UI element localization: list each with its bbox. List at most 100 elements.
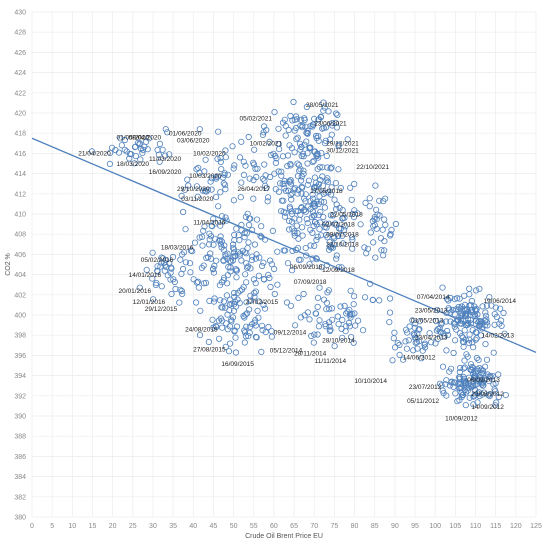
data-point — [156, 140, 163, 147]
data-point — [322, 323, 329, 330]
data-point — [370, 239, 377, 246]
data-point — [308, 332, 315, 340]
data-point — [167, 276, 174, 283]
data-point — [376, 297, 383, 304]
data-point — [300, 153, 307, 160]
data-point — [288, 267, 296, 274]
x-tick-label: 75 — [331, 523, 339, 530]
y-tick-label: 398 — [14, 333, 26, 340]
data-point — [450, 349, 457, 357]
data-point — [328, 164, 335, 171]
data-point — [224, 171, 231, 178]
data-point — [447, 309, 454, 316]
data-point — [334, 111, 341, 119]
data-point — [208, 175, 215, 182]
data-point — [327, 165, 334, 172]
data-point — [187, 269, 194, 276]
data-point — [470, 393, 477, 400]
data-point — [314, 294, 322, 301]
data-point — [167, 269, 174, 276]
data-point — [136, 284, 143, 291]
data-point — [350, 301, 357, 308]
data-point — [304, 220, 311, 227]
data-point — [213, 257, 220, 264]
data-point — [284, 163, 291, 170]
data-point — [403, 345, 410, 352]
data-point — [272, 159, 279, 166]
data-point — [306, 260, 313, 268]
point-annotation: 30/12/2021 — [326, 148, 359, 155]
data-point — [219, 317, 226, 324]
data-point — [443, 347, 450, 354]
data-point — [326, 305, 333, 313]
data-point — [501, 330, 508, 337]
data-point — [317, 114, 324, 121]
point-annotation: 06/09/2018 — [290, 264, 323, 271]
y-tick-label: 428 — [14, 30, 26, 37]
y-tick-label: 396 — [14, 353, 26, 360]
data-point — [166, 151, 173, 158]
data-point — [327, 244, 334, 251]
data-point — [333, 255, 340, 262]
data-point — [200, 280, 208, 287]
data-point — [251, 293, 258, 300]
point-annotation: 28/11/2014 — [294, 351, 326, 358]
data-point — [236, 154, 244, 161]
data-point — [252, 322, 259, 329]
data-point — [439, 284, 446, 291]
data-point — [230, 197, 237, 204]
data-point — [240, 158, 247, 165]
point-annotation: 28/10/2014 — [322, 338, 355, 345]
data-point — [347, 333, 355, 341]
data-point — [315, 137, 322, 144]
point-annotation: 05/11/2012 — [407, 398, 439, 405]
data-point — [222, 186, 229, 193]
data-point — [185, 182, 192, 189]
point-annotation: 05/02/2016 — [141, 257, 174, 264]
data-point — [371, 216, 378, 223]
data-point — [310, 339, 317, 346]
data-point — [258, 348, 265, 355]
data-point — [310, 222, 317, 230]
data-point — [250, 161, 258, 168]
data-point — [394, 339, 401, 347]
data-point — [302, 245, 309, 252]
y-tick-label: 410 — [14, 212, 26, 219]
data-point — [267, 283, 274, 291]
data-point — [372, 254, 379, 261]
data-point — [457, 309, 464, 316]
data-point — [317, 176, 324, 184]
data-point — [462, 310, 469, 317]
data-point — [316, 226, 323, 233]
data-point — [243, 299, 250, 306]
x-tick-label: 70 — [310, 523, 318, 530]
data-point — [259, 175, 266, 182]
data-point — [453, 295, 461, 302]
point-annotation: 09/12/2014 — [274, 329, 307, 336]
data-point — [231, 237, 238, 244]
y-tick-label: 400 — [14, 313, 26, 320]
data-point — [212, 322, 219, 330]
data-point — [500, 309, 507, 317]
data-point — [468, 297, 475, 305]
data-point — [301, 312, 308, 319]
data-point — [245, 263, 252, 270]
data-point — [266, 274, 273, 282]
y-tick-label: 402 — [14, 292, 26, 299]
data-point — [205, 338, 212, 346]
data-point — [228, 300, 235, 307]
data-point — [339, 240, 347, 247]
gridlines — [31, 11, 537, 518]
data-point — [249, 253, 256, 260]
data-point — [199, 242, 206, 249]
data-point — [486, 391, 493, 398]
data-point — [483, 316, 490, 323]
data-point — [459, 311, 466, 318]
data-point — [392, 220, 399, 228]
data-point — [332, 220, 339, 227]
data-point — [335, 232, 342, 240]
data-point — [475, 319, 482, 326]
data-point — [227, 268, 234, 275]
data-point — [266, 173, 274, 181]
data-point — [290, 98, 297, 106]
